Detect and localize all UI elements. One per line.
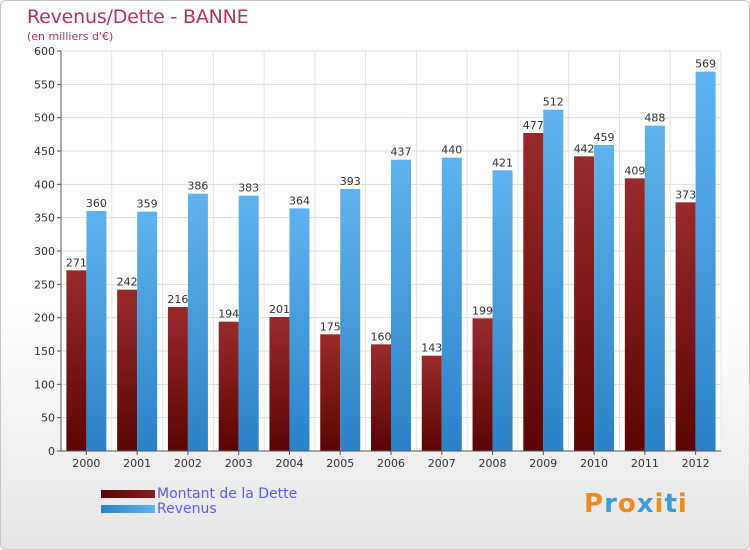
- data-label-debt-2002: 216: [167, 293, 188, 306]
- chart-title: Revenus/Dette - BANNE: [27, 6, 249, 28]
- y-tick-label: 50: [41, 412, 55, 425]
- y-tick-label: 400: [34, 178, 55, 191]
- data-label-debt-2007: 143: [421, 342, 442, 355]
- data-label-revenue-2000: 360: [86, 197, 107, 210]
- bar-revenue-2012: [695, 71, 716, 452]
- logo-letter: o: [617, 489, 637, 519]
- bar-debt-2000: [66, 270, 87, 451]
- y-tick-label: 500: [34, 112, 55, 125]
- legend-label-debt: Montant de la Dette: [157, 486, 298, 502]
- data-label-debt-2009: 477: [523, 119, 544, 132]
- logo-letter: t: [664, 489, 678, 519]
- y-tick-label: 150: [34, 345, 55, 358]
- bar-debt-2007: [421, 355, 442, 451]
- x-tick-label-2000: 2000: [72, 457, 100, 470]
- bar-debt-2011: [624, 178, 645, 452]
- y-tick-label: 600: [34, 45, 55, 58]
- x-tick-label-2008: 2008: [479, 457, 507, 470]
- data-label-debt-2011: 409: [624, 164, 645, 177]
- data-label-debt-2006: 160: [371, 330, 392, 343]
- data-label-debt-2010: 442: [574, 142, 595, 155]
- logo-letter: i: [654, 489, 665, 519]
- x-tick-label-2012: 2012: [682, 457, 710, 470]
- x-tick-label-2009: 2009: [529, 457, 557, 470]
- data-label-debt-2005: 175: [320, 320, 341, 333]
- bar-revenue-2007: [441, 157, 462, 451]
- data-label-revenue-2002: 386: [187, 180, 208, 193]
- logo-letter: i: [677, 489, 688, 519]
- bar-revenue-2009: [543, 109, 564, 452]
- x-tick-label-2004: 2004: [275, 457, 303, 470]
- x-tick-label-2010: 2010: [580, 457, 608, 470]
- data-label-debt-2001: 242: [117, 276, 138, 289]
- data-label-revenue-2011: 488: [644, 112, 665, 125]
- data-label-revenue-2008: 421: [492, 156, 513, 169]
- y-tick-label: 200: [34, 312, 55, 325]
- data-label-debt-2008: 199: [472, 304, 493, 317]
- data-label-debt-2003: 194: [218, 308, 239, 321]
- x-tick-label-2011: 2011: [631, 457, 659, 470]
- bar-revenue-2002: [187, 193, 208, 451]
- bar-revenue-2011: [644, 125, 665, 452]
- proxiti-logo: Proxiti: [584, 489, 688, 519]
- bar-debt-2004: [269, 317, 290, 451]
- bar-revenue-2010: [594, 145, 615, 451]
- data-label-revenue-2004: 364: [289, 194, 310, 207]
- legend-label-revenue: Revenus: [157, 501, 217, 517]
- bar-revenue-2001: [137, 211, 158, 451]
- data-label-revenue-2009: 512: [543, 96, 564, 109]
- bar-debt-2010: [574, 156, 595, 452]
- data-label-debt-2000: 271: [66, 256, 87, 269]
- bar-debt-2001: [117, 289, 138, 451]
- legend-swatch-debt: [101, 490, 155, 498]
- y-tick-label: 300: [34, 245, 55, 258]
- chart-subtitle: (en milliers d'€): [27, 30, 114, 43]
- bar-debt-2008: [472, 318, 493, 451]
- y-tick-label: 550: [34, 78, 55, 91]
- bar-debt-2002: [167, 307, 188, 451]
- legend-swatch-revenue: [101, 505, 155, 513]
- bar-debt-2006: [371, 344, 391, 451]
- x-tick-label-2001: 2001: [123, 457, 151, 470]
- bar-revenue-2006: [391, 159, 411, 451]
- data-label-revenue-2001: 359: [137, 198, 158, 211]
- data-label-revenue-2012: 569: [695, 58, 716, 71]
- x-tick-label-2007: 2007: [428, 457, 456, 470]
- y-tick-label: 350: [34, 212, 55, 225]
- x-tick-label-2006: 2006: [377, 457, 405, 470]
- x-tick-label-2003: 2003: [225, 457, 253, 470]
- y-tick-label: 450: [34, 145, 55, 158]
- data-label-revenue-2003: 383: [238, 182, 259, 195]
- x-tick-label-2005: 2005: [326, 457, 354, 470]
- bar-debt-2005: [320, 334, 341, 451]
- bar-debt-2003: [218, 321, 239, 451]
- bar-revenue-2004: [289, 208, 310, 451]
- bar-revenue-2003: [238, 195, 259, 451]
- bar-debt-2009: [523, 133, 544, 451]
- y-tick-label: 0: [48, 445, 55, 458]
- logo-letter: x: [636, 489, 655, 519]
- logo-letter: P: [584, 489, 605, 519]
- data-label-revenue-2010: 459: [594, 131, 615, 144]
- bar-debt-2012: [675, 202, 696, 451]
- data-label-revenue-2005: 393: [340, 175, 361, 188]
- data-label-debt-2004: 201: [269, 303, 290, 316]
- bar-revenue-2005: [340, 189, 361, 451]
- data-label-revenue-2006: 437: [391, 146, 412, 159]
- y-tick-label: 100: [34, 378, 55, 391]
- data-label-debt-2012: 373: [675, 188, 696, 201]
- bar-revenue-2008: [492, 170, 513, 452]
- logo-letter: r: [604, 489, 618, 519]
- x-tick-label-2002: 2002: [174, 457, 202, 470]
- data-label-revenue-2007: 440: [441, 144, 462, 157]
- bar-revenue-2000: [86, 211, 107, 451]
- y-tick-label: 250: [34, 278, 55, 291]
